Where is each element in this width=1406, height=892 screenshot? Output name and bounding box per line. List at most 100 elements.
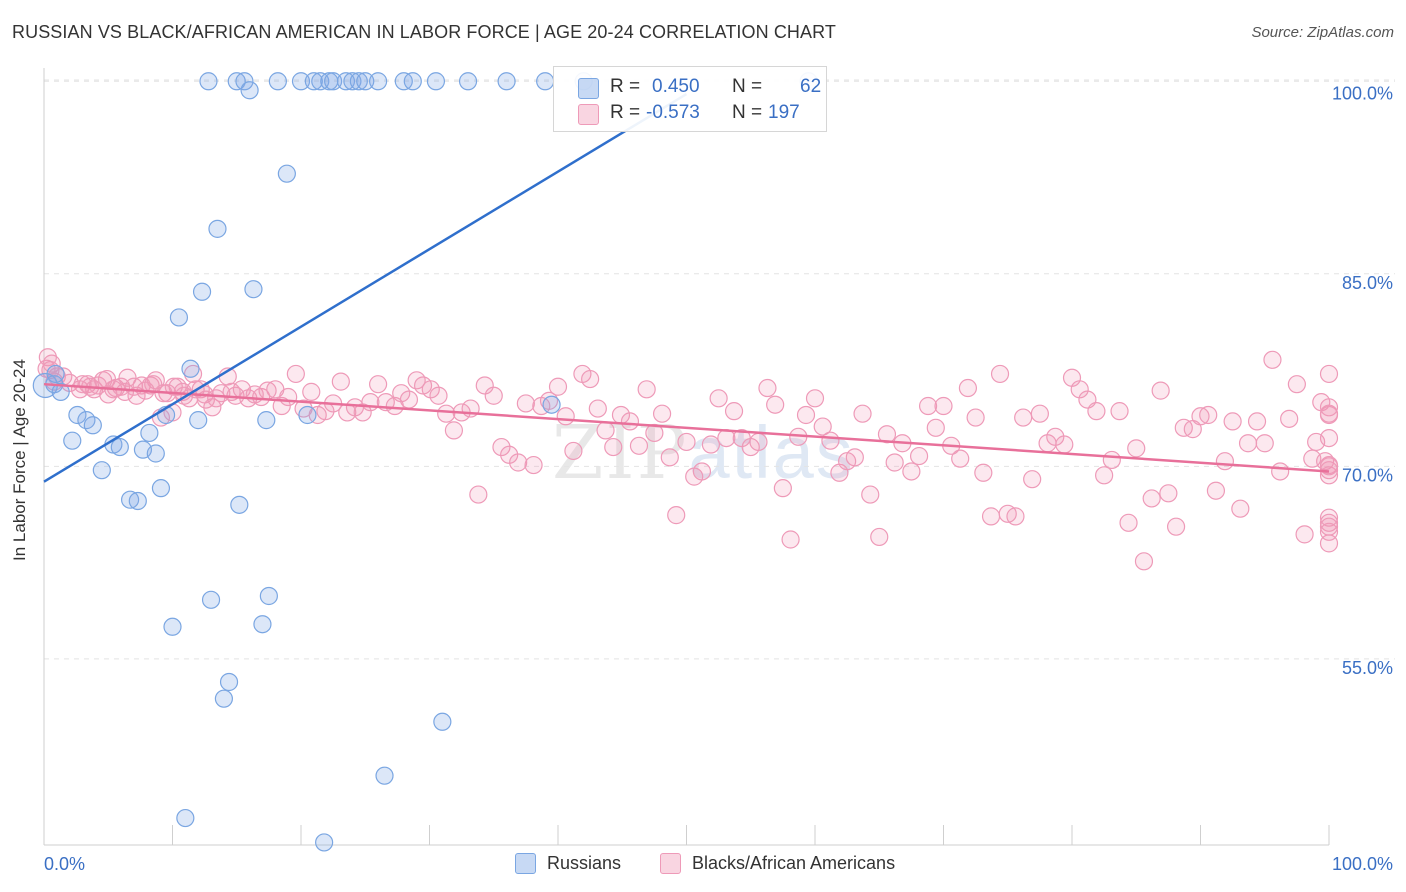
point-russians <box>240 81 259 100</box>
point-blacks <box>974 463 993 482</box>
point-blacks <box>1319 522 1339 541</box>
legend-n-value: 62 <box>800 76 822 97</box>
point-blacks <box>437 404 456 423</box>
point-russians <box>369 72 388 91</box>
point-blacks <box>556 407 575 426</box>
point-blacks <box>1191 407 1210 426</box>
point-russians <box>83 416 102 435</box>
point-blacks <box>564 441 583 461</box>
point-blacks <box>1319 508 1339 527</box>
point-blacks <box>813 417 832 436</box>
point-russians <box>163 617 182 636</box>
point-blacks <box>1110 402 1129 421</box>
point-blacks <box>1215 452 1235 471</box>
point-blacks <box>861 485 880 504</box>
point-russians <box>257 411 276 430</box>
point-blacks <box>677 432 696 452</box>
point-russians <box>169 308 189 327</box>
point-blacks <box>758 378 777 398</box>
point-blacks <box>1151 381 1170 400</box>
point-blacks <box>620 412 640 431</box>
trend-line-russians <box>43 93 688 483</box>
point-blacks <box>399 390 419 409</box>
point-blacks <box>1280 409 1299 428</box>
point-blacks <box>918 396 938 416</box>
point-blacks <box>652 404 672 423</box>
point-blacks <box>805 389 825 408</box>
point-blacks <box>1238 434 1258 453</box>
point-blacks <box>990 364 1010 384</box>
point-russians <box>375 766 394 785</box>
point-blacks <box>1142 489 1161 508</box>
legend-r-label: R = <box>610 76 641 97</box>
point-blacks <box>981 507 1001 526</box>
point-blacks <box>1006 507 1025 526</box>
legend-row-russians: R = 0.450 N = 62 <box>578 75 822 101</box>
point-blacks <box>1095 466 1114 485</box>
point-blacks <box>1127 439 1146 458</box>
point-russians <box>92 461 111 480</box>
point-blacks <box>821 431 840 450</box>
y-tick-label: 85.0% <box>1342 273 1393 293</box>
point-blacks <box>353 403 372 422</box>
y-tick-label: 100.0% <box>1332 83 1393 103</box>
point-russians <box>110 437 129 457</box>
point-blacks <box>1199 405 1218 425</box>
point-russians <box>120 490 140 509</box>
point-russians <box>433 712 452 731</box>
point-russians <box>403 72 422 91</box>
legend-row-blacks: R = -0.573 N = 197 <box>578 101 818 127</box>
bottom-legend-russians[interactable]: Russians <box>515 852 655 878</box>
point-blacks <box>286 364 305 384</box>
bottom-legend-blacks[interactable]: Blacks/African Americans <box>660 852 940 878</box>
point-russians <box>304 72 323 91</box>
point-russians <box>356 72 375 91</box>
chart-source: Source: ZipAtlas.com <box>1251 24 1394 41</box>
point-blacks <box>484 386 503 405</box>
point-blacks <box>637 380 656 399</box>
point-russians <box>536 72 555 91</box>
point-russians <box>128 491 147 511</box>
point-blacks <box>1263 350 1282 369</box>
point-blacks <box>302 382 321 401</box>
point-blacks <box>492 437 511 457</box>
point-blacks <box>115 382 135 401</box>
chart-title: RUSSIAN VS BLACK/AFRICAN AMERICAN IN LAB… <box>12 22 836 42</box>
point-blacks <box>1166 517 1186 536</box>
point-blacks <box>1319 398 1339 417</box>
point-russians <box>63 431 82 450</box>
point-blacks <box>1030 404 1049 423</box>
point-blacks <box>1247 412 1267 431</box>
point-russians <box>151 479 171 498</box>
point-blacks <box>667 506 686 525</box>
legend-n-label: N = <box>732 76 763 97</box>
point-blacks <box>724 402 744 421</box>
point-blacks <box>1087 402 1106 421</box>
point-blacks <box>1255 434 1274 453</box>
point-russians <box>199 72 218 91</box>
point-russians <box>176 808 195 828</box>
point-russians <box>201 590 221 609</box>
legend-n-value: 197 <box>768 102 800 123</box>
point-russians <box>192 282 212 301</box>
point-russians <box>208 219 227 238</box>
point-blacks <box>604 437 623 457</box>
point-blacks <box>1231 499 1250 518</box>
point-blacks <box>773 479 792 498</box>
point-blacks <box>660 448 679 467</box>
point-blacks <box>429 386 448 405</box>
point-blacks <box>1102 450 1121 470</box>
point-blacks <box>207 389 226 408</box>
x-tick-label-min: 0.0% <box>44 854 85 874</box>
point-blacks <box>469 485 488 504</box>
point-russians <box>189 411 208 430</box>
y-tick-label: 70.0% <box>1342 465 1393 485</box>
point-russians <box>349 72 368 91</box>
point-blacks <box>701 435 721 454</box>
point-russians <box>259 586 278 606</box>
point-blacks <box>588 399 607 418</box>
point-russians <box>46 364 65 384</box>
point-blacks <box>331 372 350 391</box>
point-russians <box>244 280 263 299</box>
